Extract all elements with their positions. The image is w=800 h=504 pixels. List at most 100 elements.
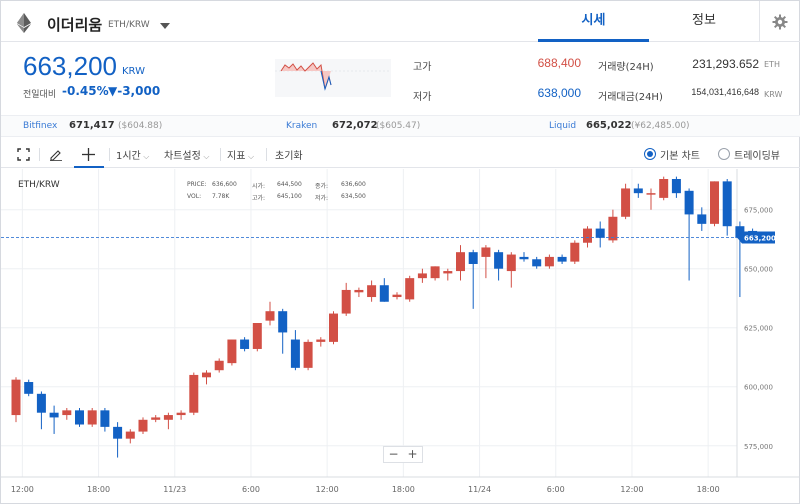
exchange-name: Liquid bbox=[549, 121, 577, 131]
candle-body bbox=[557, 256, 567, 262]
mini-sparkline bbox=[275, 59, 391, 97]
current-price-tag bbox=[737, 231, 775, 244]
x-tick-label: 6:00 bbox=[547, 485, 565, 494]
indicators-label: 지표 bbox=[227, 151, 246, 162]
exchange-usd: ($605.47) bbox=[376, 121, 421, 131]
exchange-price-row: Bitfinex 671,417 ($604.88) Kraken 672,07… bbox=[1, 115, 800, 137]
candle-body bbox=[417, 273, 427, 279]
candle-body bbox=[684, 190, 694, 215]
zoom-out-button[interactable]: − bbox=[388, 447, 399, 461]
high-value: 688,400 bbox=[537, 56, 581, 70]
candle-body bbox=[659, 179, 669, 198]
candle-body bbox=[227, 339, 237, 364]
candle-body bbox=[646, 193, 656, 195]
candle-body bbox=[430, 266, 440, 279]
tab-info[interactable]: 정보 bbox=[692, 13, 716, 28]
x-tick-label: 18:00 bbox=[697, 485, 720, 494]
candle-body bbox=[544, 256, 554, 267]
toolbar-divider bbox=[266, 148, 267, 161]
candle-body bbox=[341, 289, 351, 314]
candle-body bbox=[367, 285, 377, 298]
candle-body bbox=[87, 410, 97, 425]
candle-body bbox=[532, 259, 542, 267]
candle-body bbox=[354, 289, 364, 293]
high-label: 고가 bbox=[413, 62, 432, 73]
interval-dropdown[interactable]: 1시간 ⌵ bbox=[116, 147, 149, 162]
candle-body bbox=[595, 228, 605, 239]
candle-body bbox=[633, 188, 643, 194]
legend-high-label: 고가: bbox=[252, 195, 266, 202]
chevron-down-icon: ⌵ bbox=[245, 152, 255, 161]
y-tick-label: 625,000 bbox=[744, 325, 773, 333]
candle-body bbox=[278, 311, 288, 333]
legend-open: 644,500 bbox=[277, 181, 302, 188]
zoom-in-button[interactable]: + bbox=[407, 447, 418, 461]
exchange-krw: 672,072 bbox=[332, 120, 378, 131]
candle-body bbox=[468, 252, 478, 264]
exchange-usd: (¥62,485.00) bbox=[631, 121, 690, 131]
candle-body bbox=[379, 285, 389, 302]
tab-market-price[interactable]: 시세 bbox=[538, 1, 649, 42]
x-tick-label: 12:00 bbox=[11, 485, 34, 494]
zoom-control: − + bbox=[383, 446, 423, 463]
current-price: 663,200 bbox=[23, 51, 117, 81]
pencil-icon[interactable] bbox=[49, 148, 63, 161]
interval-label: 1시간 bbox=[116, 151, 141, 162]
trading-view-label[interactable]: 트레이딩뷰 bbox=[734, 151, 780, 162]
candle-body bbox=[621, 188, 631, 217]
toolbar-divider bbox=[39, 148, 40, 161]
price-unit: KRW bbox=[122, 66, 145, 77]
exchange-name: Bitfinex bbox=[23, 121, 58, 131]
legend-low: 634,500 bbox=[341, 193, 366, 200]
settings-button[interactable] bbox=[759, 1, 800, 42]
candle-body bbox=[36, 393, 46, 413]
reset-button[interactable]: 초기화 bbox=[275, 151, 303, 162]
legend-high: 645,100 bbox=[277, 193, 302, 200]
candle-body bbox=[519, 256, 529, 260]
chart-settings-dropdown[interactable]: 차트설정 ⌵ bbox=[164, 147, 209, 162]
coin-pair: ETH/KRW bbox=[108, 20, 150, 30]
y-tick-label: 600,000 bbox=[744, 384, 773, 392]
candle-body bbox=[710, 181, 719, 224]
candle-body bbox=[265, 311, 275, 321]
candle-body bbox=[252, 323, 262, 349]
volume-unit: ETH bbox=[764, 60, 780, 69]
chart-settings-label: 차트설정 bbox=[164, 151, 201, 162]
candle-body bbox=[735, 226, 745, 239]
legend-vol: 7.78K bbox=[212, 193, 230, 200]
indicators-dropdown[interactable]: 지표 ⌵ bbox=[227, 147, 254, 162]
legend-low-label: 저가: bbox=[315, 195, 329, 202]
candle-body bbox=[240, 339, 250, 349]
x-tick-label: 6:00 bbox=[242, 485, 260, 494]
fullscreen-icon[interactable] bbox=[17, 148, 30, 161]
ethereum-logo-icon bbox=[17, 13, 31, 33]
coin-name: 이더리움 bbox=[47, 16, 103, 34]
chart-symbol: ETH/KRW bbox=[18, 180, 60, 190]
candle-body bbox=[570, 242, 580, 262]
exchange-krw: 671,417 bbox=[69, 120, 115, 131]
candlestick-chart-area[interactable]: 663,200 675,000 650,000 625,000 600,000 575,0… bbox=[1, 169, 800, 504]
candle-body bbox=[481, 247, 491, 257]
candle-body bbox=[392, 294, 402, 298]
candle-body bbox=[303, 341, 313, 368]
caret-down-icon[interactable] bbox=[160, 23, 170, 29]
change-rate: -0.45% bbox=[62, 84, 109, 98]
amount-label: 거래대금(24H) bbox=[598, 92, 663, 103]
candlestick-chart: 663,200 675,000 650,000 625,000 600,000 575,0… bbox=[1, 169, 800, 494]
candle-body bbox=[138, 419, 148, 432]
candle-body bbox=[214, 360, 224, 371]
candle-body bbox=[11, 379, 21, 416]
candle-body bbox=[405, 278, 415, 300]
basic-chart-radio[interactable] bbox=[644, 148, 656, 160]
legend-open-label: 시가: bbox=[252, 183, 266, 190]
amount-value: 154,031,416,648 bbox=[691, 87, 759, 97]
candle-body bbox=[125, 431, 135, 439]
trading-view-radio[interactable] bbox=[718, 148, 730, 160]
current-price-label: 663,200 bbox=[744, 235, 776, 243]
basic-chart-label[interactable]: 기본 차트 bbox=[660, 151, 700, 162]
crosshair-tool[interactable] bbox=[74, 141, 104, 168]
candle-body bbox=[608, 216, 618, 241]
y-tick-label: 575,000 bbox=[744, 443, 773, 451]
candle-body bbox=[49, 412, 59, 418]
